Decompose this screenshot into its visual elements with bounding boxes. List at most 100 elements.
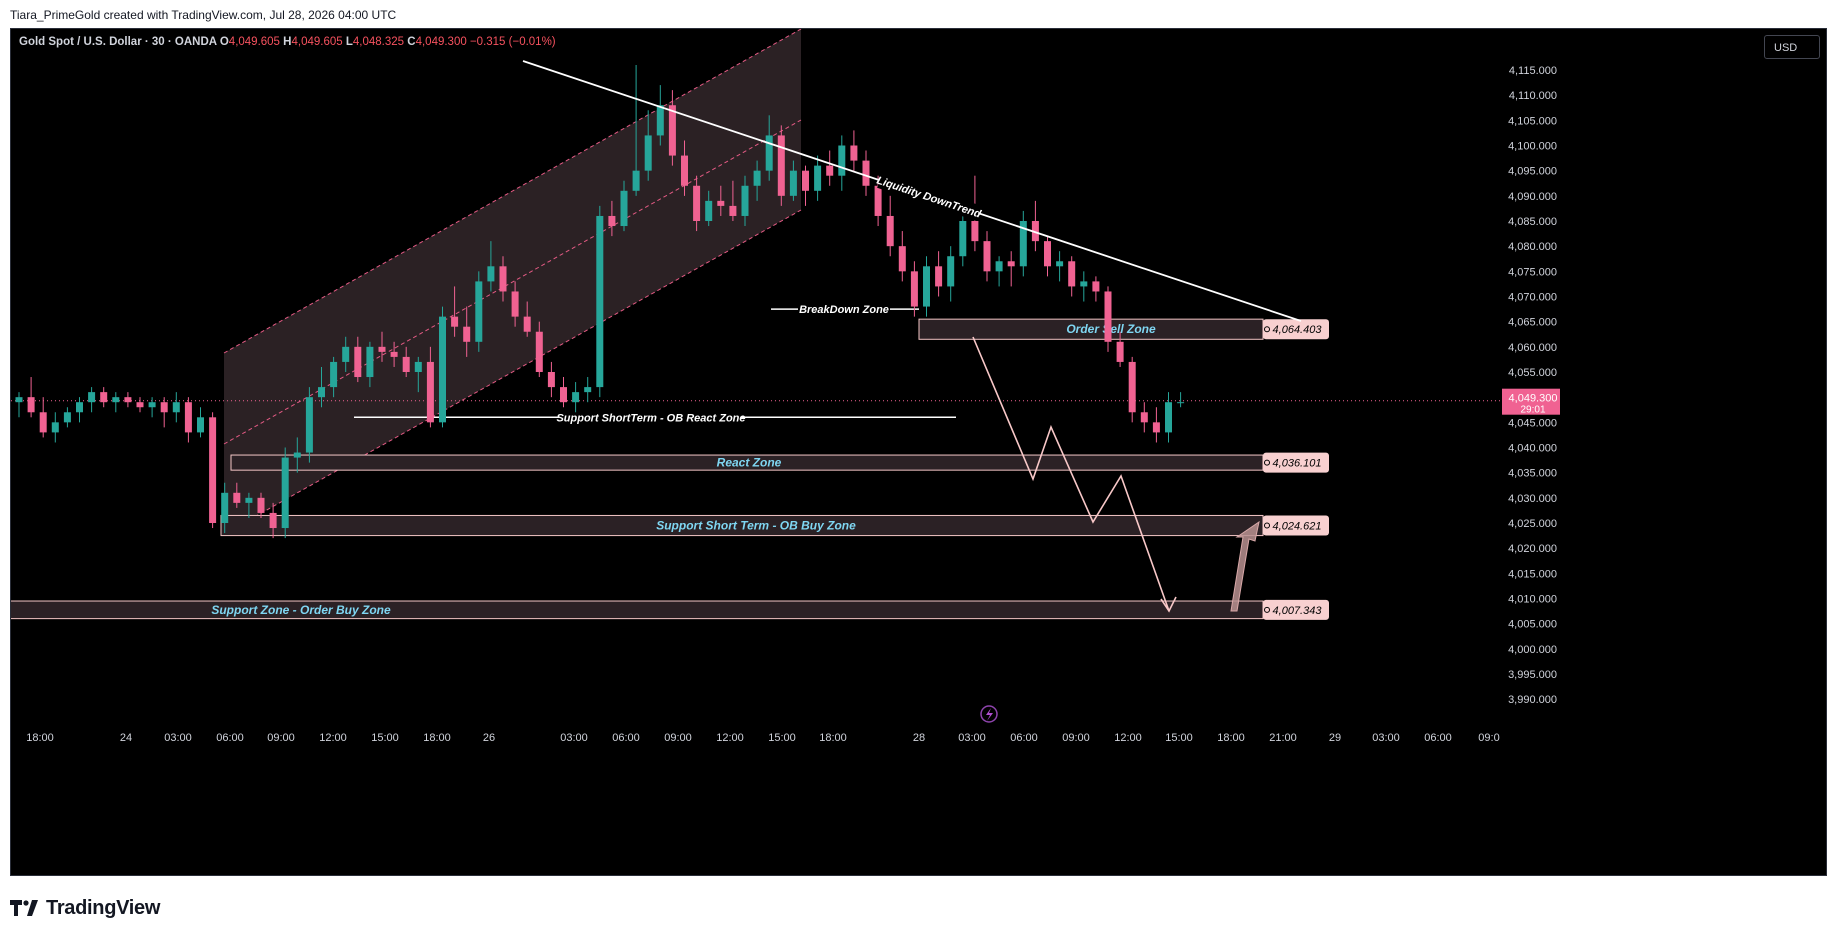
candle-body[interactable] [947, 256, 955, 287]
candle-body[interactable] [233, 492, 241, 503]
candle-body[interactable] [1165, 402, 1172, 433]
channel-lower-line[interactable] [223, 209, 802, 535]
candle-body[interactable] [390, 351, 398, 357]
candle-body[interactable] [547, 372, 555, 388]
candle-body[interactable] [172, 402, 180, 413]
candle-body[interactable] [935, 266, 943, 287]
projected-up-arrow[interactable] [1230, 520, 1260, 612]
channel-mid-line[interactable] [223, 119, 802, 445]
candle-body[interactable] [1128, 361, 1136, 413]
candle-body[interactable] [124, 397, 132, 403]
candle-body[interactable] [1177, 402, 1185, 404]
candle-body[interactable] [753, 170, 761, 186]
candle-body[interactable] [983, 241, 991, 272]
candle-body[interactable] [1080, 281, 1088, 287]
candle-body[interactable] [1152, 422, 1160, 433]
candle-body[interactable] [850, 145, 858, 161]
candle-body[interactable] [354, 346, 362, 378]
candle-body[interactable] [451, 316, 459, 327]
candle-body[interactable] [959, 221, 967, 257]
candle-body[interactable] [184, 402, 192, 433]
candle-body[interactable] [1092, 281, 1100, 292]
candle-body[interactable] [995, 261, 1003, 272]
lightning-icon[interactable] [980, 705, 998, 723]
candle-body[interactable] [330, 361, 338, 388]
candle-body[interactable] [378, 346, 386, 352]
candle-body[interactable] [838, 145, 846, 176]
candle-body[interactable] [15, 397, 23, 403]
candle-body[interactable] [1068, 261, 1076, 287]
candle-body[interactable] [487, 266, 495, 282]
candle-body[interactable] [886, 215, 894, 247]
candle-body[interactable] [717, 200, 725, 206]
candle-body[interactable] [693, 185, 701, 221]
candle-body[interactable] [76, 402, 83, 413]
candle-body[interactable] [874, 185, 882, 216]
zone-price-badge[interactable] [1263, 319, 1329, 340]
candle-body[interactable] [898, 246, 906, 272]
channel-upper-line[interactable] [223, 29, 802, 354]
zone-anchor-point[interactable] [1264, 326, 1270, 333]
candle-body[interactable] [596, 215, 604, 388]
candle-body[interactable] [1140, 412, 1148, 423]
candle-body[interactable] [39, 412, 47, 433]
candle-body[interactable] [1007, 261, 1015, 267]
candle-body[interactable] [620, 190, 628, 227]
candle-body[interactable] [366, 346, 374, 378]
candle-body[interactable] [632, 170, 640, 191]
candle-body[interactable] [305, 397, 313, 453]
candle-body[interactable] [644, 135, 652, 171]
candle-body[interactable] [681, 155, 688, 186]
candle-body[interactable] [209, 417, 217, 523]
zone-rect[interactable] [11, 600, 1264, 620]
candle-body[interactable] [608, 215, 616, 227]
candle-body[interactable] [535, 331, 543, 372]
candle-body[interactable] [148, 402, 156, 408]
candle-body[interactable] [584, 387, 592, 393]
candle-body[interactable] [269, 512, 277, 529]
candle-body[interactable] [1044, 241, 1051, 267]
candle-body[interactable] [1104, 291, 1112, 342]
candle-body[interactable] [511, 291, 519, 317]
projected-path[interactable] [972, 336, 1170, 612]
candle-body[interactable] [27, 397, 35, 413]
candle-body[interactable] [656, 105, 664, 136]
candle-body[interactable] [826, 165, 834, 176]
candle-body[interactable] [729, 205, 737, 216]
candle-body[interactable] [862, 160, 870, 186]
candle-body[interactable] [814, 165, 822, 191]
candle-body[interactable] [1116, 341, 1124, 362]
candle-body[interactable] [1056, 261, 1064, 267]
candle-body[interactable] [923, 266, 930, 307]
candle-body[interactable] [1031, 221, 1039, 242]
candle-body[interactable] [1019, 221, 1027, 267]
candle-body[interactable] [572, 392, 580, 403]
zone-price-badge[interactable] [1263, 599, 1329, 620]
candle-body[interactable] [523, 316, 531, 332]
symbol-legend[interactable]: Gold Spot / U.S. Dollar · 30 · OANDA O4,… [19, 36, 556, 48]
candle-body[interactable] [160, 402, 168, 413]
candle-body[interactable] [88, 392, 96, 403]
candle-body[interactable] [741, 185, 749, 216]
candle-body[interactable] [100, 392, 108, 403]
chart-area[interactable]: Order Sell Zone 4,064.403 React Zone 4,036.… [10, 28, 1827, 876]
candle-body[interactable] [402, 356, 410, 372]
candle-body[interactable] [257, 497, 265, 513]
candle-body[interactable] [971, 221, 979, 242]
candle-body[interactable] [439, 316, 446, 423]
candle-body[interactable] [293, 452, 301, 458]
candle-body[interactable] [802, 170, 809, 191]
candle-body[interactable] [221, 492, 229, 523]
candle-body[interactable] [414, 361, 422, 372]
zone-anchor-point[interactable] [1264, 606, 1270, 613]
candle-body[interactable] [245, 497, 253, 503]
candle-body[interactable] [318, 387, 325, 398]
candle-body[interactable] [281, 457, 289, 529]
candle-body[interactable] [765, 135, 773, 171]
zone-anchor-point[interactable] [1264, 522, 1270, 529]
candle-body[interactable] [112, 397, 120, 403]
candle-body[interactable] [789, 170, 797, 196]
tradingview-logo[interactable]: TradingView [10, 893, 160, 923]
candle-body[interactable] [705, 200, 713, 221]
